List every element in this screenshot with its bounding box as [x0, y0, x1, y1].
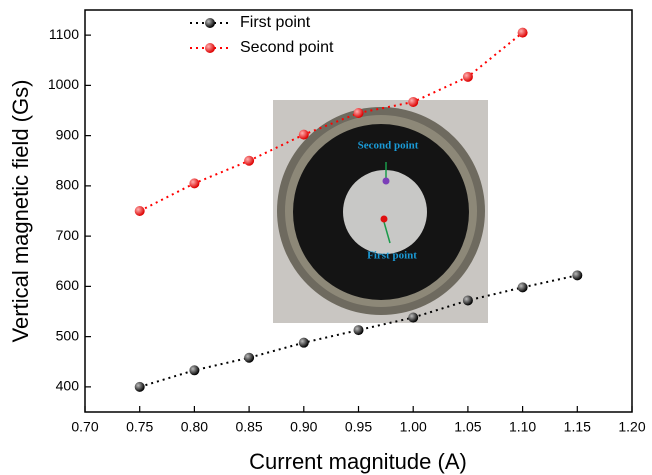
x-tick-label: 0.90: [290, 419, 317, 435]
y-axis-title: Vertical magnetic field (Gs): [8, 80, 33, 343]
y-tick-label: 600: [56, 277, 80, 293]
data-point: [244, 352, 255, 363]
x-axis-title: Current magnitude (A): [249, 449, 467, 474]
y-tick-label: 700: [56, 227, 80, 243]
legend-marker: [205, 18, 215, 28]
annotation: Second point: [358, 140, 419, 152]
data-point: [134, 381, 145, 392]
data-point: [462, 71, 473, 82]
data-point: [244, 155, 255, 166]
y-tick-label: 1000: [48, 76, 79, 92]
x-tick-label: 0.80: [181, 419, 208, 435]
x-tick-label: 0.75: [126, 419, 153, 435]
y-tick-label: 500: [56, 327, 80, 343]
data-point: [572, 270, 583, 281]
data-point: [298, 129, 309, 140]
data-point: [189, 365, 200, 376]
x-tick-label: 0.95: [345, 419, 372, 435]
y-tick-label: 1100: [49, 26, 79, 42]
x-tick-label: 0.85: [235, 419, 262, 435]
x-tick-label: 1.15: [564, 419, 591, 435]
data-point: [408, 96, 419, 107]
x-tick-label: 1.05: [454, 419, 481, 435]
data-point: [134, 206, 145, 216]
legend-label: Second point: [240, 39, 334, 56]
data-point: [353, 108, 364, 119]
data-point: [408, 312, 419, 323]
data-point: [462, 295, 473, 306]
data-point: [517, 282, 528, 293]
y-tick-label: 400: [56, 378, 80, 394]
series-line: [139, 31, 524, 212]
x-tick-label: 1.20: [618, 419, 645, 435]
legend-label: First point: [240, 14, 311, 31]
inset-photo: [273, 100, 488, 323]
y-tick-label: 900: [56, 126, 80, 142]
annotation: First point: [367, 250, 417, 262]
x-tick-label: 0.70: [71, 419, 98, 435]
x-tick-label: 1.10: [509, 419, 536, 435]
legend-marker: [205, 43, 215, 53]
data-point: [353, 325, 364, 336]
y-tick-label: 800: [56, 177, 80, 193]
x-tick-label: 1.00: [400, 419, 427, 435]
data-point: [517, 27, 528, 38]
data-point: [189, 178, 200, 189]
data-point: [298, 337, 309, 348]
